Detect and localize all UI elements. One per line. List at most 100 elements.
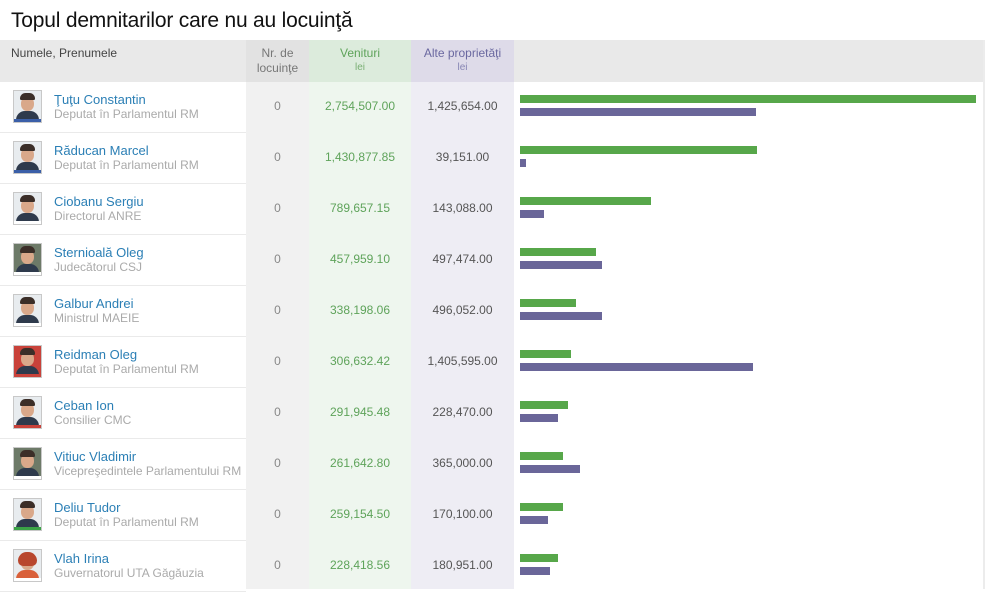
income-value: 2,754,507.00 [324, 99, 396, 113]
person-role: Deputat în Parlamentul RM [54, 362, 199, 376]
property-bar [520, 567, 550, 575]
property-value: 228,470.00 [432, 405, 493, 419]
property-value: 39,151.00 [435, 150, 490, 164]
income-column-bg [309, 82, 411, 589]
property-bar [520, 363, 753, 371]
income-bar [520, 197, 651, 205]
table-row: Răducan Marcel Deputat în Parlamentul RM… [0, 133, 985, 184]
table-row: Deliu Tudor Deputat în Parlamentul RM 0 … [0, 490, 985, 541]
person-role: Directorul ANRE [54, 209, 142, 223]
header-property-unit: lei [457, 62, 468, 73]
row-divider [0, 387, 246, 388]
person-name-link[interactable]: Galbur Andrei [54, 296, 134, 311]
income-bar [520, 248, 596, 256]
income-value: 259,154.50 [329, 507, 391, 521]
person-role: Ministrul MAEIE [54, 311, 140, 325]
residences-count: 0 [274, 150, 281, 164]
avatar-person-photo[interactable] [13, 90, 42, 123]
table-row: Reidman Oleg Deputat în Parlamentul RM 0… [0, 337, 985, 388]
header-property-label: Alte proprietăţi [423, 46, 502, 60]
table-row: Sternioală Oleg Judecătorul CSJ 0 457,95… [0, 235, 985, 286]
header-income[interactable]: Venituri lei [309, 40, 411, 82]
property-value: 180,951.00 [432, 558, 493, 572]
property-value: 497,474.00 [432, 252, 493, 266]
person-role: Deputat în Parlamentul RM [54, 107, 199, 121]
person-name-link[interactable]: Reidman Oleg [54, 347, 138, 362]
income-bar [520, 350, 571, 358]
property-value: 170,100.00 [432, 507, 493, 521]
avatar-person-photo[interactable] [13, 243, 42, 276]
income-value: 457,959.10 [329, 252, 391, 266]
income-value: 291,945.48 [329, 405, 391, 419]
header-count[interactable]: Nr. de locuinţe [246, 40, 309, 82]
property-column-bg [411, 82, 514, 589]
residences-count: 0 [274, 558, 281, 572]
row-divider [0, 489, 246, 490]
income-bar [520, 299, 576, 307]
person-name-link[interactable]: Ciobanu Sergiu [54, 194, 144, 209]
person-role: Deputat în Parlamentul RM [54, 515, 199, 529]
count-column-bg [246, 82, 309, 589]
row-divider [0, 540, 246, 541]
property-bar [520, 108, 756, 116]
header-income-label: Venituri [339, 46, 381, 60]
residences-count: 0 [274, 405, 281, 419]
avatar-person-photo[interactable] [13, 141, 42, 174]
person-role: Vicepreşedintele Parlamentului RM [54, 464, 242, 478]
person-role: Judecătorul CSJ [54, 260, 143, 274]
person-name-link[interactable]: Răducan Marcel [54, 143, 149, 158]
residences-count: 0 [274, 507, 281, 521]
person-name-link[interactable]: Deliu Tudor [54, 500, 121, 515]
ranking-table: Numele, Prenumele Nr. de locuinţe Venitu… [0, 40, 985, 592]
table-row: Ciobanu Sergiu Directorul ANRE 0 789,657… [0, 184, 985, 235]
header-count-line2: locuinţe [256, 61, 299, 75]
avatar-person-photo[interactable] [13, 294, 42, 327]
property-value: 143,088.00 [432, 201, 493, 215]
income-bar [520, 95, 976, 103]
residences-count: 0 [274, 252, 281, 266]
table-body: Ţuţu Constantin Deputat în Parlamentul R… [0, 82, 985, 592]
residences-count: 0 [274, 99, 281, 113]
header-bars [514, 40, 983, 82]
header-income-unit: lei [354, 62, 365, 73]
residences-count: 0 [274, 201, 281, 215]
property-bar [520, 414, 558, 422]
property-bar [520, 465, 580, 473]
header-name[interactable]: Numele, Prenumele [0, 40, 246, 82]
property-value: 1,425,654.00 [427, 99, 498, 113]
table-row: Ceban Ion Consilier CMC 0 291,945.48 228… [0, 388, 985, 439]
table-row: Galbur Andrei Ministrul MAEIE 0 338,198.… [0, 286, 985, 337]
income-bar [520, 554, 558, 562]
header-name-label: Numele, Prenumele [11, 46, 118, 60]
person-role: Guvernatorul UTA Găgăuzia [54, 566, 204, 580]
page-title: Topul demnitarilor care nu au locuinţă [11, 9, 353, 32]
header-property[interactable]: Alte proprietăţi lei [411, 40, 514, 82]
person-name-link[interactable]: Ceban Ion [54, 398, 114, 413]
person-name-link[interactable]: Vlah Irina [54, 551, 109, 566]
income-value: 306,632.42 [329, 354, 391, 368]
income-value: 228,418.56 [329, 558, 391, 572]
avatar-person-photo[interactable] [13, 396, 42, 429]
row-divider [0, 132, 246, 133]
person-name-link[interactable]: Sternioală Oleg [54, 245, 144, 260]
avatar-person-photo[interactable] [13, 345, 42, 378]
table-header: Numele, Prenumele Nr. de locuinţe Venitu… [0, 40, 983, 82]
property-bar [520, 159, 526, 167]
right-border [983, 40, 985, 589]
property-bar [520, 516, 548, 524]
table-row: Vlah Irina Guvernatorul UTA Găgăuzia 0 2… [0, 541, 985, 592]
income-bar [520, 146, 757, 154]
avatar-person-photo[interactable] [13, 192, 42, 225]
property-value: 496,052.00 [432, 303, 493, 317]
person-name-link[interactable]: Vitiuc Vladimir [54, 449, 137, 464]
avatar-person-photo[interactable] [13, 549, 42, 582]
person-name-link[interactable]: Ţuţu Constantin [54, 92, 146, 107]
header-count-line1: Nr. de [261, 46, 294, 60]
property-value: 365,000.00 [432, 456, 493, 470]
income-value: 789,657.15 [329, 201, 391, 215]
row-divider [0, 234, 246, 235]
avatar-person-photo[interactable] [13, 447, 42, 480]
avatar-person-photo[interactable] [13, 498, 42, 531]
row-divider [0, 183, 246, 184]
income-bar [520, 452, 563, 460]
